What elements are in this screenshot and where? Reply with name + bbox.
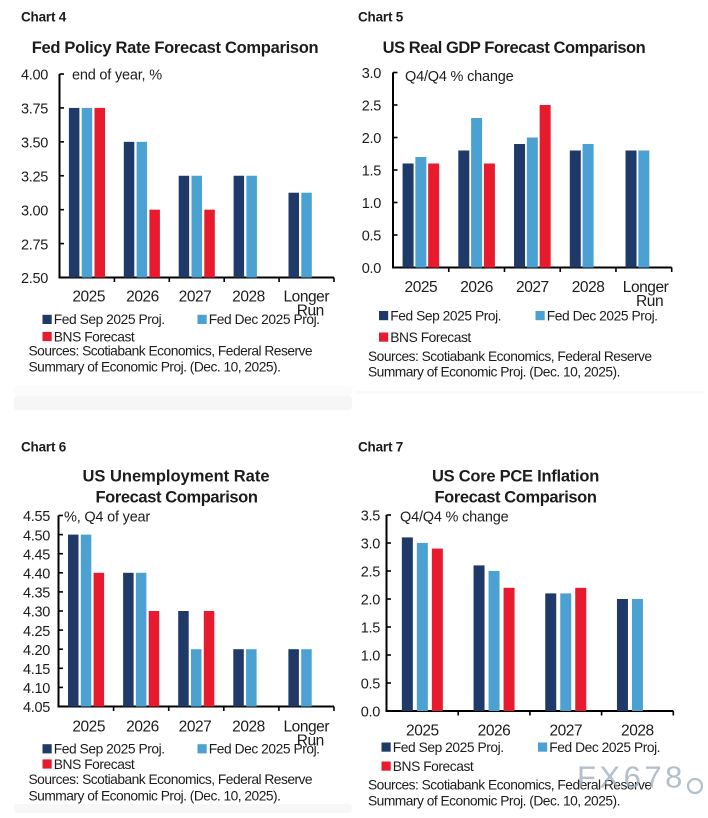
svg-text:2.0: 2.0	[361, 593, 380, 609]
svg-text:4.25: 4.25	[23, 624, 50, 640]
svg-text:Fed Dec 2025 Proj.: Fed Dec 2025 Proj.	[549, 740, 660, 755]
svg-text:3.75: 3.75	[21, 102, 48, 118]
svg-text:2027: 2027	[179, 719, 212, 736]
svg-text:3.25: 3.25	[21, 169, 48, 185]
svg-text:BNS Forecast: BNS Forecast	[393, 759, 474, 774]
svg-text:1.5: 1.5	[361, 621, 380, 637]
svg-text:2028: 2028	[572, 279, 605, 296]
svg-text:3.00: 3.00	[21, 203, 48, 219]
svg-text:BNS Forecast: BNS Forecast	[54, 757, 135, 772]
svg-text:2028: 2028	[232, 719, 265, 736]
svg-text:2026: 2026	[460, 279, 493, 296]
svg-text:Longer: Longer	[284, 719, 330, 736]
svg-text:4.15: 4.15	[23, 662, 50, 678]
svg-text:4.55: 4.55	[23, 509, 50, 525]
svg-text:FX678: FX678	[577, 760, 686, 795]
svg-text:2.5: 2.5	[361, 565, 380, 581]
svg-text:1.5: 1.5	[362, 164, 381, 180]
svg-text:1.0: 1.0	[361, 649, 380, 665]
svg-text:Sources: Scotiabank Economics,: Sources: Scotiabank Economics, Federal R…	[29, 344, 313, 359]
svg-text:4.05: 4.05	[23, 700, 50, 716]
svg-text:2026: 2026	[126, 289, 159, 306]
svg-text:2.50: 2.50	[21, 271, 48, 287]
svg-text:2027: 2027	[516, 279, 549, 296]
svg-text:Q4/Q4 % change: Q4/Q4 % change	[400, 510, 509, 526]
svg-text:4.00: 4.00	[21, 68, 48, 84]
svg-text:Summary of Economic Proj. (Dec: Summary of Economic Proj. (Dec. 10, 2025…	[29, 360, 281, 375]
svg-text:Chart 4: Chart 4	[21, 10, 67, 25]
svg-text:2026: 2026	[126, 719, 159, 736]
svg-text:3.0: 3.0	[361, 537, 380, 553]
svg-text:BNS Forecast: BNS Forecast	[390, 330, 471, 345]
svg-text:Run: Run	[297, 733, 324, 750]
svg-text:Chart 6: Chart 6	[21, 440, 67, 455]
svg-text:4.20: 4.20	[23, 643, 50, 659]
svg-text:Fed Dec 2025 Proj.: Fed Dec 2025 Proj.	[209, 742, 320, 757]
svg-text:4.30: 4.30	[23, 605, 50, 621]
svg-text:2026: 2026	[478, 723, 511, 740]
svg-text:Summary of Economic Proj. (Dec: Summary of Economic Proj. (Dec. 10, 2025…	[29, 789, 281, 804]
svg-text:2025: 2025	[72, 719, 105, 736]
svg-text:3.50: 3.50	[21, 136, 48, 152]
svg-text:%, Q4 of year: %, Q4 of year	[64, 510, 150, 526]
svg-text:US Core PCE Inflation: US Core PCE Inflation	[432, 468, 599, 486]
svg-text:4.40: 4.40	[23, 567, 50, 583]
svg-text:Forecast Comparison: Forecast Comparison	[95, 489, 257, 507]
svg-text:Run: Run	[297, 303, 324, 320]
svg-text:US Real GDP Forecast Compariso: US Real GDP Forecast Comparison	[383, 39, 646, 57]
svg-text:4.50: 4.50	[23, 528, 50, 544]
svg-text:3.0: 3.0	[362, 66, 381, 82]
svg-text:Run: Run	[636, 293, 663, 310]
svg-text:Chart 7: Chart 7	[358, 440, 403, 455]
svg-text:Summary of Economic Proj. (Dec: Summary of Economic Proj. (Dec. 10, 2025…	[368, 365, 620, 380]
svg-text:1.0: 1.0	[362, 196, 381, 212]
svg-text:Longer: Longer	[284, 289, 330, 306]
svg-text:2027: 2027	[179, 289, 212, 306]
svg-text:Fed Dec 2025 Proj.: Fed Dec 2025 Proj.	[209, 312, 320, 327]
svg-text:Q4/Q4 % change: Q4/Q4 % change	[405, 69, 514, 85]
svg-text:Forecast Comparison: Forecast Comparison	[434, 489, 596, 507]
svg-text:2025: 2025	[405, 279, 438, 296]
svg-text:US Unemployment Rate: US Unemployment Rate	[82, 468, 269, 486]
svg-text:2025: 2025	[72, 289, 105, 306]
svg-text:Summary of Economic Proj. (Dec: Summary of Economic Proj. (Dec. 10, 2025…	[368, 794, 620, 809]
svg-text:Fed Dec 2025 Proj.: Fed Dec 2025 Proj.	[547, 308, 658, 323]
svg-text:0.5: 0.5	[361, 677, 380, 693]
svg-text:2.5: 2.5	[362, 99, 381, 115]
svg-text:Sources: Scotiabank Economics,: Sources: Scotiabank Economics, Federal R…	[368, 349, 652, 364]
svg-text:2.0: 2.0	[362, 131, 381, 147]
svg-text:Fed Sep 2025 Proj.: Fed Sep 2025 Proj.	[393, 740, 504, 755]
svg-text:Sources: Scotiabank Economics,: Sources: Scotiabank Economics, Federal R…	[29, 772, 313, 787]
svg-text:2028: 2028	[621, 723, 654, 740]
svg-text:Longer: Longer	[623, 279, 669, 296]
svg-text:4.35: 4.35	[23, 586, 50, 602]
svg-text:Fed Sep 2025 Proj.: Fed Sep 2025 Proj.	[54, 742, 165, 757]
svg-text:Fed Sep 2025 Proj.: Fed Sep 2025 Proj.	[54, 312, 165, 327]
svg-text:4.45: 4.45	[23, 547, 50, 563]
svg-text:Chart 5: Chart 5	[358, 10, 404, 25]
svg-text:2027: 2027	[549, 723, 582, 740]
svg-text:0.0: 0.0	[362, 261, 381, 277]
svg-text:4.10: 4.10	[23, 681, 50, 697]
svg-text:end of year, %: end of year, %	[72, 68, 162, 84]
svg-text:Fed Policy Rate Forecast Compa: Fed Policy Rate Forecast Comparison	[32, 39, 319, 57]
svg-text:2028: 2028	[232, 289, 265, 306]
svg-text:Sources: Scotiabank Economics,: Sources: Scotiabank Economics, Federal R…	[368, 778, 652, 793]
svg-text:0.0: 0.0	[361, 705, 380, 721]
svg-text:BNS Forecast: BNS Forecast	[54, 329, 135, 344]
svg-text:Fed Sep 2025 Proj.: Fed Sep 2025 Proj.	[390, 308, 501, 323]
svg-text:0.5: 0.5	[362, 229, 381, 245]
svg-text:2025: 2025	[406, 723, 439, 740]
svg-text:2.75: 2.75	[21, 237, 48, 253]
svg-text:3.5: 3.5	[361, 509, 380, 525]
